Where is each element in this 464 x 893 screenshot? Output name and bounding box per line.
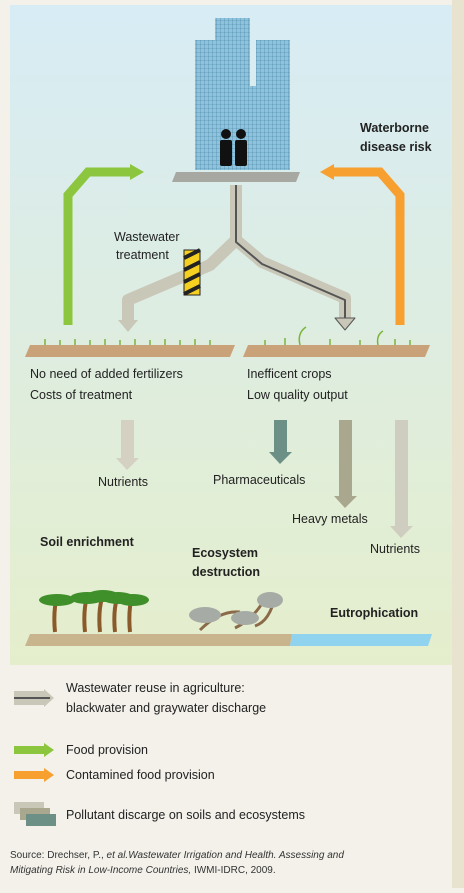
outcome-label: Eutrophication: [330, 606, 418, 620]
diagram: Waterborne disease risk Wastewater treat…: [0, 0, 464, 888]
legend-label: Pollutant discarge on soils and ecosyste…: [66, 808, 305, 822]
outcome-label: Soil enrichment: [40, 535, 135, 549]
legend-label: Contamined food provision: [66, 768, 215, 782]
flow-label: Nutrients: [370, 542, 420, 556]
source-text: et al.Wastewater Irrigation and Health. …: [107, 850, 345, 861]
source-text: IWMI-IDRC, 2009.: [191, 865, 275, 876]
field-text: Low quality output: [247, 388, 348, 402]
field-text: Inefficent crops: [247, 367, 332, 381]
field-text: Costs of treatment: [30, 388, 133, 402]
flow-label: Nutrients: [98, 475, 148, 489]
flow-label: Heavy metals: [292, 512, 368, 526]
treatment-label: treatment: [116, 248, 169, 262]
treatment-label: Wastewater: [114, 230, 180, 244]
page: Waterborne disease risk Wastewater treat…: [0, 0, 464, 888]
ground: [25, 634, 432, 646]
legend-label: Wastewater reuse in agriculture:: [66, 681, 245, 695]
outcome-label: Ecosystem: [192, 546, 258, 560]
legend-label: Food provision: [66, 743, 148, 757]
risk-label: disease risk: [360, 140, 432, 154]
legend-label: blackwater and graywater discharge: [66, 701, 266, 715]
side-strip: [452, 0, 464, 888]
treatment-barrier: [184, 250, 200, 295]
flow-label: Pharmaceuticals: [213, 473, 305, 487]
risk-label: Waterborne: [360, 121, 429, 135]
field-text: No need of added fertilizers: [30, 367, 183, 381]
source-text: Mitigating Risk in Low-Income Countries,: [10, 865, 191, 876]
source-text: Source: Drechser, P.,: [10, 850, 107, 861]
outcome-label: destruction: [192, 565, 260, 579]
source: Mitigating Risk in Low-Income Countries,…: [10, 865, 276, 876]
source: Source: Drechser, P., et al.Wastewater I…: [10, 850, 344, 861]
